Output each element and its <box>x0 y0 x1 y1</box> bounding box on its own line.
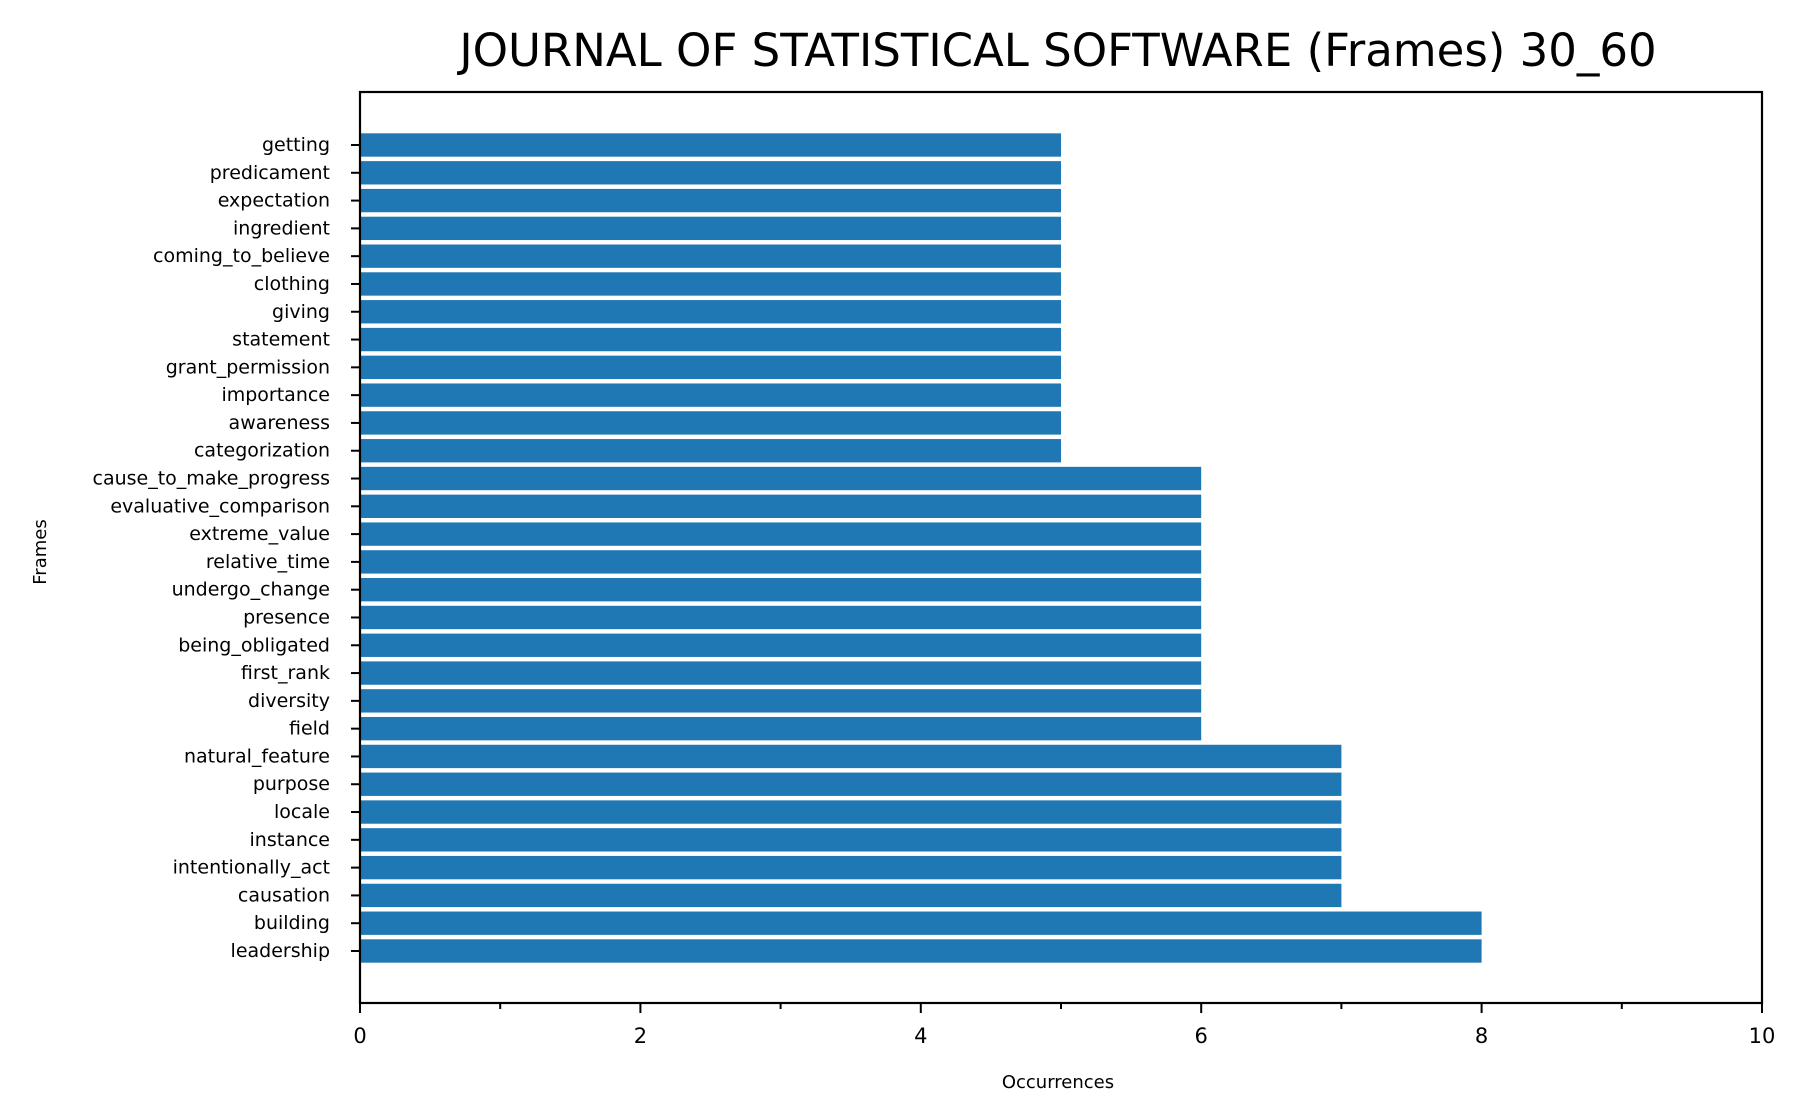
y-tick-label: causation <box>238 884 330 906</box>
y-tick-label: leadership <box>231 940 330 962</box>
y-tick-label: giving <box>272 301 330 323</box>
y-tick-label: coming_to_believe <box>153 245 330 267</box>
x-tick-label: 6 <box>1195 1024 1208 1048</box>
y-tick-label: predicament <box>210 162 330 184</box>
bar-relative_time <box>360 550 1202 574</box>
y-tick-label: instance <box>250 829 331 851</box>
bar-cause_to_make_progress <box>360 466 1202 491</box>
y-tick-label: locale <box>274 801 330 823</box>
y-axis-ticks: getting predicament expectation ingredient c… <box>93 134 360 962</box>
bar-statement <box>360 327 1061 352</box>
bar-importance <box>360 383 1061 407</box>
x-tick-label: 0 <box>353 1024 366 1048</box>
bar-getting <box>360 133 1061 157</box>
y-tick-label: statement <box>232 329 330 351</box>
bar-expectation <box>360 188 1061 213</box>
y-tick-label: extreme_value <box>189 523 330 545</box>
x-axis-label: Occurrences <box>1002 1072 1114 1093</box>
bars-layer <box>360 133 1482 963</box>
y-tick-label: clothing <box>254 273 330 295</box>
bar-extreme_value <box>360 522 1202 546</box>
bar-natural_feature <box>360 744 1342 769</box>
bar-categorization <box>360 439 1061 463</box>
y-tick-label: first_rank <box>241 662 330 684</box>
bar-ingredient <box>360 216 1061 241</box>
y-tick-label: being_obligated <box>178 634 330 656</box>
y-tick-label: relative_time <box>206 551 330 573</box>
y-tick-label: intentionally_act <box>173 857 330 879</box>
y-tick-label: diversity <box>248 690 330 712</box>
y-tick-label: grant_permission <box>166 356 330 378</box>
x-tick-label: 4 <box>914 1024 927 1048</box>
bar-predicament <box>360 161 1061 185</box>
bar-causation <box>360 883 1342 908</box>
plot-frame <box>358 90 1764 1005</box>
y-tick-label: natural_feature <box>184 745 330 767</box>
bar-purpose <box>360 772 1342 796</box>
y-tick-label: expectation <box>218 190 330 212</box>
y-tick-label: categorization <box>194 440 330 462</box>
y-tick-label: undergo_change <box>172 579 330 601</box>
bar-diversity <box>360 689 1202 713</box>
x-tick-label: 8 <box>1475 1024 1488 1048</box>
bar-field <box>360 716 1202 741</box>
bar-building <box>360 911 1482 935</box>
y-tick-label: building <box>254 912 330 934</box>
bar-undergo_change <box>360 578 1202 602</box>
bar-first_rank <box>360 661 1202 685</box>
chart-title: JOURNAL OF STATISTICAL SOFTWARE (Frames)… <box>456 24 1656 77</box>
x-tick-label: 10 <box>1749 1024 1776 1048</box>
y-tick-label: cause_to_make_progress <box>93 468 330 490</box>
y-tick-label: awareness <box>229 412 330 434</box>
y-tick-label: presence <box>243 606 330 628</box>
x-axis-ticks: 0 2 4 6 8 10 <box>353 1003 1775 1048</box>
bar-clothing <box>360 272 1061 296</box>
bar-coming_to_believe <box>360 244 1061 268</box>
y-tick-label: purpose <box>253 773 330 795</box>
y-tick-label: getting <box>262 134 330 156</box>
y-tick-label: evaluative_comparison <box>110 495 330 517</box>
bar-evaluative_comparison <box>360 494 1202 518</box>
bar-leadership <box>360 939 1482 963</box>
bar-grant_permission <box>360 355 1061 380</box>
y-tick-label: importance <box>221 384 330 406</box>
bar-being_obligated <box>360 633 1202 657</box>
y-tick-label: ingredient <box>233 217 330 239</box>
y-tick-label: field <box>289 718 330 740</box>
bar-intentionally_act <box>360 855 1342 880</box>
bar-giving <box>360 300 1061 324</box>
bar-presence <box>360 605 1202 630</box>
bar-locale <box>360 800 1342 824</box>
x-tick-label: 2 <box>634 1024 647 1048</box>
y-axis-label: Frames <box>30 519 51 584</box>
bar-awareness <box>360 411 1061 435</box>
bar-instance <box>360 828 1342 852</box>
